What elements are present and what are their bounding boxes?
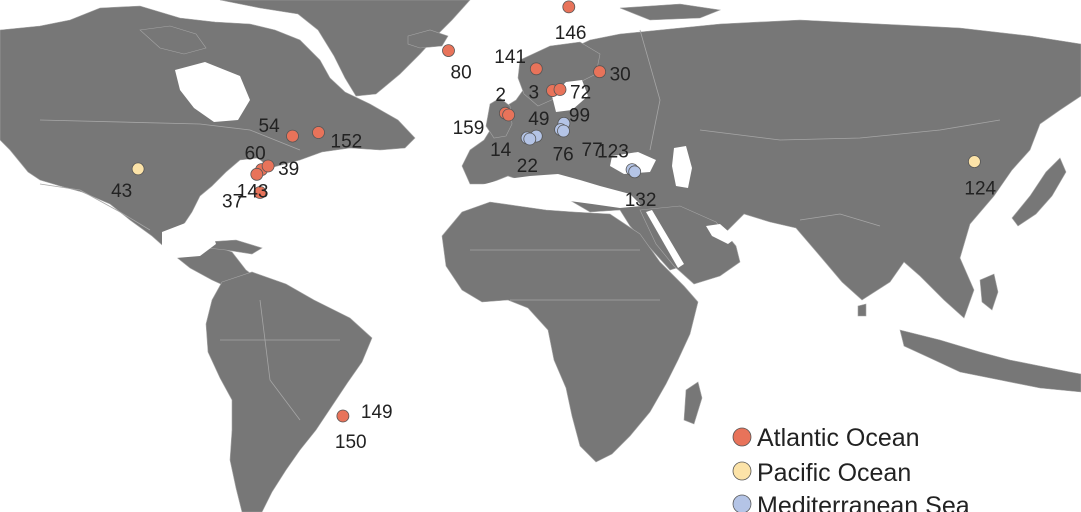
legend-swatch-atlantic — [732, 427, 752, 447]
land-sri-lanka — [857, 303, 867, 317]
site-label-22: 22 — [517, 156, 538, 177]
land-canadian-archipelago — [139, 25, 207, 55]
site-label-159: 159 — [453, 118, 485, 139]
site-marker-37 — [253, 186, 267, 199]
site-marker-77 — [557, 124, 570, 138]
site-label-141: 141 — [494, 47, 526, 68]
country-borders — [39, 29, 1001, 421]
land-south-america — [205, 271, 373, 512]
sampling-sites — [131, 0, 981, 423]
caspian-sea — [672, 146, 692, 188]
site-label-2: 2 — [495, 85, 506, 106]
site-label-99: 99 — [569, 105, 590, 126]
land-japan — [1011, 157, 1067, 227]
legend-label-atlantic: Atlantic Ocean — [757, 424, 920, 452]
site-label-123: 123 — [597, 142, 629, 163]
site-label-14: 14 — [490, 140, 512, 161]
site-label-146: 146 — [555, 23, 587, 44]
border-us-canada — [39, 119, 301, 151]
site-marker-152 — [312, 126, 325, 139]
site-marker-80 — [442, 44, 455, 57]
site-label-124: 124 — [964, 179, 996, 200]
site-marker-141 — [529, 62, 543, 76]
site-label-49: 49 — [528, 109, 549, 130]
border-russia-china — [699, 119, 1001, 141]
site-label-150: 150 — [335, 432, 367, 453]
site-label-149: 149 — [361, 402, 393, 423]
land-africa — [441, 201, 699, 463]
site-marker-159 — [502, 108, 516, 122]
legend-label-mediterranean: Mediterranean Sea — [757, 492, 970, 512]
mediterranean-water — [470, 174, 642, 208]
border-europe-asia — [639, 29, 661, 151]
border-us-mexico — [39, 183, 151, 231]
black-sea — [610, 152, 656, 174]
site-label-80: 80 — [451, 63, 472, 84]
site-marker-22 — [523, 132, 537, 146]
site-label-143: 143 — [237, 181, 269, 202]
site-label-72: 72 — [570, 83, 591, 104]
legend-label-pacific: Pacific Ocean — [757, 459, 911, 487]
legend-swatch-pacific — [732, 461, 752, 481]
site-label-60: 60 — [245, 144, 266, 165]
site-label-54: 54 — [259, 116, 281, 137]
site-marker-124 — [968, 155, 981, 169]
site-marker-72 — [553, 83, 567, 96]
site-label-132: 132 — [625, 190, 657, 211]
site-marker-30 — [593, 65, 606, 79]
site-label-30: 30 — [610, 65, 631, 86]
border-china-india — [799, 213, 881, 227]
site-marker-149 — [336, 409, 350, 423]
site-label-37: 37 — [222, 192, 243, 213]
site-label-152: 152 — [331, 132, 363, 153]
land-indonesia — [899, 329, 1081, 393]
inland-water — [162, 62, 736, 268]
site-label-77: 77 — [582, 140, 603, 161]
persian-gulf — [706, 224, 736, 244]
hudson-bay — [175, 62, 250, 122]
legend: Atlantic Ocean Pacific Ocean Mediterrane… — [732, 424, 970, 512]
land-north-america — [0, 5, 416, 299]
border-brazil — [259, 299, 301, 421]
legend-swatch-mediterranean — [732, 494, 752, 512]
site-label-3: 3 — [529, 83, 540, 104]
land-greenland — [219, 0, 471, 97]
land-madagascar — [683, 381, 703, 425]
site-label-39: 39 — [278, 159, 299, 180]
site-marker-132 — [628, 165, 642, 179]
site-marker-143 — [250, 167, 264, 181]
site-label-43: 43 — [111, 181, 132, 202]
land-arctic-islands — [619, 3, 722, 21]
gulf-of-mexico — [162, 222, 216, 258]
site-marker-54 — [286, 129, 299, 143]
red-sea — [646, 210, 684, 268]
site-marker-43 — [131, 162, 145, 176]
land-philippines — [979, 273, 999, 311]
site-label-76: 76 — [553, 145, 574, 166]
site-marker-39 — [261, 159, 275, 173]
land-iceland — [407, 29, 449, 49]
site-marker-146 — [562, 0, 576, 14]
